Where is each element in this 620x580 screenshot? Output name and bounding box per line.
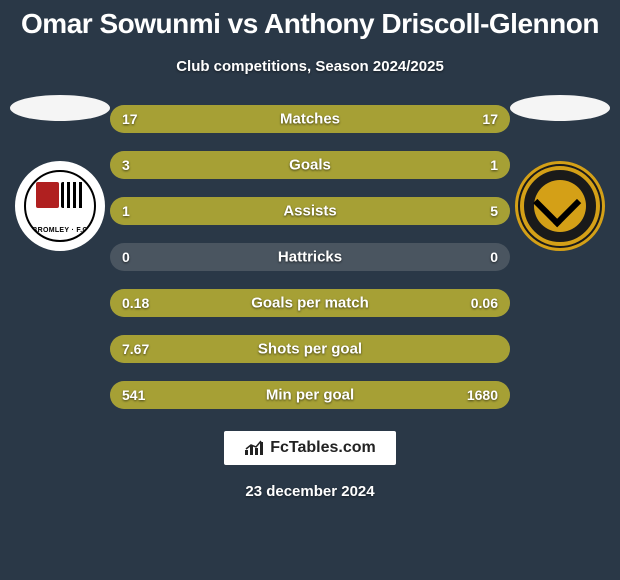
date-label: 23 december 2024 [0,483,620,500]
stat-value-right: 1 [490,157,498,173]
stat-row: 1 5 Assists [110,197,510,225]
bar-fill-left [110,197,178,225]
brand-chart-icon [244,440,264,456]
brand-text: FcTables.com [270,439,376,457]
badge-left-shield [36,182,84,208]
stat-label: Min per goal [266,387,354,404]
stat-value-right: 1680 [467,387,498,403]
stat-value-right: 0.06 [471,295,498,311]
stat-row: 7.67 Shots per goal [110,335,510,363]
player-right-column [505,95,615,251]
stat-value-right: 0 [490,249,498,265]
stat-value-left: 541 [122,387,145,403]
shield-stripes [61,182,84,208]
stat-label: Goals per match [251,295,369,312]
brand-box: FcTables.com [224,431,396,465]
stat-label: Goals [289,157,331,174]
comparison-content: BROMLEY · F.C 17 17 Matches 3 1 Goals 1 5 Assist… [0,105,620,409]
stat-value-left: 1 [122,203,130,219]
stat-bars: 17 17 Matches 3 1 Goals 1 5 Assists 0 0 Hattricks 0.… [110,105,510,409]
page-title: Omar Sowunmi vs Anthony Driscoll-Glennon [0,0,620,40]
player-right-silhouette [510,95,610,121]
player-left-silhouette [10,95,110,121]
player-left-column: BROMLEY · F.C [5,95,115,251]
club-badge-left: BROMLEY · F.C [15,161,105,251]
badge-left-inner: BROMLEY · F.C [24,170,96,242]
stat-row: 0.18 0.06 Goals per match [110,289,510,317]
badge-right-inner [534,180,586,232]
stat-label: Shots per goal [258,341,362,358]
stat-row: 0 0 Hattricks [110,243,510,271]
stat-label: Matches [280,111,340,128]
stat-value-left: 0.18 [122,295,149,311]
footer: FcTables.com 23 december 2024 [0,431,620,500]
bar-fill-right [178,197,510,225]
bar-fill-right [206,381,510,409]
stat-value-left: 3 [122,157,130,173]
badge-left-text: BROMLEY · F.C [26,227,94,234]
stat-value-right: 17 [482,111,498,127]
subtitle: Club competitions, Season 2024/2025 [0,58,620,75]
stat-label: Assists [283,203,336,220]
stat-value-left: 7.67 [122,341,149,357]
stat-label: Hattricks [278,249,342,266]
club-badge-right [515,161,605,251]
stat-value-left: 0 [122,249,130,265]
stat-row: 17 17 Matches [110,105,510,133]
shield-red [36,182,59,208]
stat-row: 3 1 Goals [110,151,510,179]
stat-row: 541 1680 Min per goal [110,381,510,409]
stat-value-right: 5 [490,203,498,219]
stat-value-left: 17 [122,111,138,127]
bar-fill-left [110,151,410,179]
